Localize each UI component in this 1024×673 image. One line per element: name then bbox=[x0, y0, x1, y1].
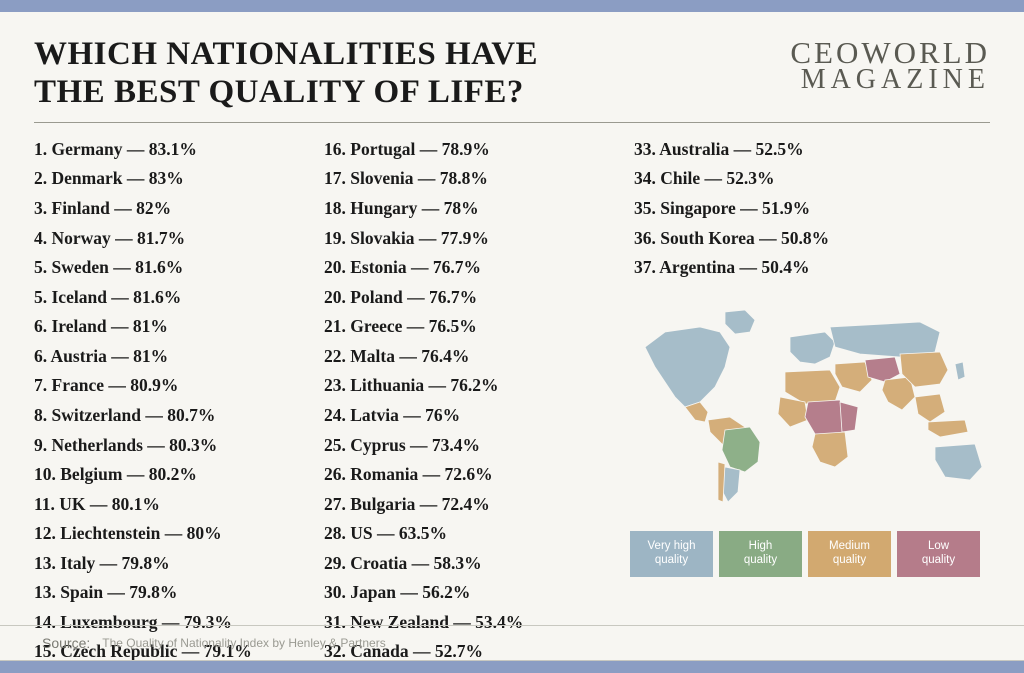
header-row: WHICH NATIONALITIES HAVE THE BEST QUALIT… bbox=[34, 36, 990, 123]
brand-line-2: MAGAZINE bbox=[790, 67, 990, 94]
rank-item: 29. Croatia — 58.3% bbox=[324, 549, 634, 579]
rank-item: 30. Japan — 56.2% bbox=[324, 578, 634, 608]
map-region-chile bbox=[718, 462, 725, 502]
source-text: The Quality of Nationality Index by Henl… bbox=[102, 636, 385, 650]
map-region-west-africa bbox=[778, 397, 808, 427]
legend-box: Lowquality bbox=[897, 531, 980, 577]
rank-item: 33. Australia — 52.5% bbox=[634, 135, 964, 165]
rank-item: 26. Romania — 72.6% bbox=[324, 460, 634, 490]
rank-item: 24. Latvia — 76% bbox=[324, 401, 634, 431]
map-region-indonesia bbox=[928, 420, 968, 437]
top-accent-bar bbox=[0, 0, 1024, 12]
title-line-1: WHICH NATIONALITIES HAVE bbox=[34, 36, 538, 74]
map-region-europe bbox=[790, 332, 835, 364]
rank-item: 4. Norway — 81.7% bbox=[34, 224, 324, 254]
rank-item: 13. Spain — 79.8% bbox=[34, 578, 324, 608]
rank-item: 7. France — 80.9% bbox=[34, 371, 324, 401]
rank-item: 5. Sweden — 81.6% bbox=[34, 253, 324, 283]
rank-item: 20. Estonia — 76.7% bbox=[324, 253, 634, 283]
map-region-east-africa bbox=[840, 402, 858, 432]
rank-item: 37. Argentina — 50.4% bbox=[634, 253, 964, 283]
brand-logo: CEOWORLD MAGAZINE bbox=[790, 36, 990, 94]
rank-item: 20. Poland — 76.7% bbox=[324, 283, 634, 313]
source-label: Source: bbox=[42, 635, 90, 651]
brand-line-1: CEOWORLD bbox=[790, 38, 990, 67]
rank-item: 12. Liechtenstein — 80% bbox=[34, 519, 324, 549]
rank-item: 5. Iceland — 81.6% bbox=[34, 283, 324, 313]
rank-item: 1. Germany — 83.1% bbox=[34, 135, 324, 165]
bottom-accent-bar bbox=[0, 661, 1024, 673]
rank-item: 9. Netherlands — 80.3% bbox=[34, 431, 324, 461]
map-region-southern-africa bbox=[812, 432, 848, 467]
rank-item: 23. Lithuania — 76.2% bbox=[324, 371, 634, 401]
rank-item: 28. US — 63.5% bbox=[324, 519, 634, 549]
rank-item: 27. Bulgaria — 72.4% bbox=[324, 490, 634, 520]
rank-item: 36. South Korea — 50.8% bbox=[634, 224, 964, 254]
map-region-russia bbox=[830, 322, 940, 357]
ranking-column-1: 1. Germany — 83.1%2. Denmark — 83%3. Fin… bbox=[34, 135, 324, 667]
legend-box: Very highquality bbox=[630, 531, 713, 577]
rank-item: 17. Slovenia — 78.8% bbox=[324, 164, 634, 194]
rank-item: 19. Slovakia — 77.9% bbox=[324, 224, 634, 254]
rank-item: 25. Cyprus — 73.4% bbox=[324, 431, 634, 461]
rank-item: 10. Belgium — 80.2% bbox=[34, 460, 324, 490]
rank-item: 21. Greece — 76.5% bbox=[324, 312, 634, 342]
legend-box: Mediumquality bbox=[808, 531, 891, 577]
rank-item: 13. Italy — 79.8% bbox=[34, 549, 324, 579]
rank-item: 22. Malta — 76.4% bbox=[324, 342, 634, 372]
source-row: Source: The Quality of Nationality Index… bbox=[0, 625, 1024, 661]
rank-item: 18. Hungary — 78% bbox=[324, 194, 634, 224]
rank-item: 6. Austria — 81% bbox=[34, 342, 324, 372]
rank-item: 11. UK — 80.1% bbox=[34, 490, 324, 520]
map-region-se-asia bbox=[915, 394, 945, 422]
map-region-greenland bbox=[725, 310, 755, 334]
rank-item: 2. Denmark — 83% bbox=[34, 164, 324, 194]
rank-item: 3. Finland — 82% bbox=[34, 194, 324, 224]
main-container: WHICH NATIONALITIES HAVE THE BEST QUALIT… bbox=[0, 12, 1024, 661]
map-region-north-africa bbox=[785, 370, 840, 404]
ranking-column-2: 16. Portugal — 78.9%17. Slovenia — 78.8%… bbox=[324, 135, 634, 667]
rank-item: 34. Chile — 52.3% bbox=[634, 164, 964, 194]
page-title: WHICH NATIONALITIES HAVE THE BEST QUALIT… bbox=[34, 36, 538, 112]
map-region-australia bbox=[935, 444, 982, 480]
map-region-brazil bbox=[722, 427, 760, 472]
map-legend: Very highqualityHighqualityMediumquality… bbox=[630, 531, 990, 577]
title-line-2: THE BEST QUALITY OF LIFE? bbox=[34, 74, 538, 112]
rank-item: 35. Singapore — 51.9% bbox=[634, 194, 964, 224]
legend-box: Highquality bbox=[719, 531, 802, 577]
world-map bbox=[630, 302, 990, 512]
map-region: Very highqualityHighqualityMediumquality… bbox=[630, 302, 990, 577]
rank-item: 16. Portugal — 78.9% bbox=[324, 135, 634, 165]
map-region-japan bbox=[955, 362, 965, 380]
rank-item: 8. Switzerland — 80.7% bbox=[34, 401, 324, 431]
map-region-north-america bbox=[645, 327, 730, 407]
rank-item: 6. Ireland — 81% bbox=[34, 312, 324, 342]
